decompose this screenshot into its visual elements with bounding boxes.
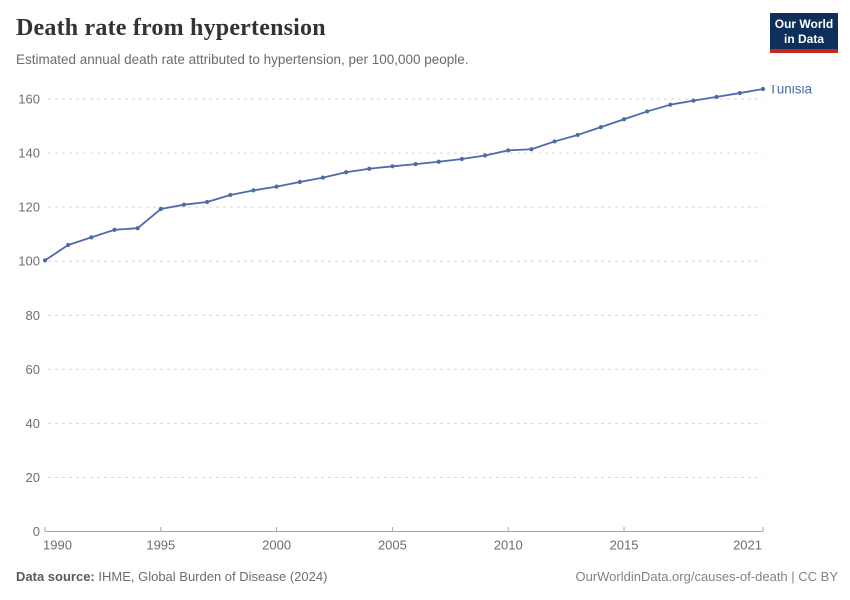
data-point [251,188,256,193]
data-point [459,156,465,162]
credit-link[interactable]: OurWorldinData.org/causes-of-death | CC … [575,569,838,584]
data-point [66,242,71,248]
y-tick-label: 20 [26,470,40,485]
data-point [42,258,48,263]
data-point [297,179,302,185]
owid-logo-line2: in Data [783,31,824,46]
x-tick-label: 2000 [262,538,291,553]
data-point [575,132,580,138]
data-point [552,139,557,144]
y-tick-label: 120 [18,200,40,215]
data-point [367,166,372,171]
y-tick-label: 100 [18,254,40,269]
data-source-value: IHME, Global Burden of Disease (2024) [94,569,328,584]
data-point [274,184,279,189]
owid-logo-line1: Our World [774,17,834,31]
y-tick-label: 0 [33,524,40,539]
data-point [506,148,511,153]
data-point [482,153,488,158]
data-point [668,102,673,107]
chart-subtitle: Estimated annual death rate attributed t… [16,52,469,67]
x-tick-label: 1990 [43,538,72,553]
data-point [760,86,766,92]
data-point [181,202,187,207]
y-tick-label: 40 [26,416,40,431]
data-source: Data source: IHME, Global Burden of Dise… [16,569,327,584]
data-point [645,109,650,114]
x-tick-label: 2015 [610,538,639,553]
page-title: Death rate from hypertension [16,15,326,41]
data-point [714,94,719,99]
data-point [436,159,441,164]
y-tick-label: 140 [18,146,40,161]
chart-footer: Data source: IHME, Global Burden of Dise… [16,569,838,584]
data-point [320,175,326,180]
y-tick-label: 160 [18,92,40,107]
data-point [413,162,418,167]
series-end-label: Tunisia [769,85,813,96]
data-point [135,226,140,231]
x-tick-label: 2005 [378,538,407,553]
data-point [529,147,534,152]
owid-logo: Our World in Data [770,13,838,53]
data-point [89,235,94,240]
data-point [621,117,627,122]
x-tick-label: 2021 [733,538,762,553]
x-tick-label: 2010 [494,538,523,553]
y-tick-label: 60 [26,362,40,377]
data-point [598,125,603,130]
y-tick-label: 80 [26,308,40,323]
data-point [390,164,395,169]
data-point [158,206,163,212]
x-tick-label: 1995 [146,538,175,553]
data-point [343,170,349,175]
data-point [228,192,233,198]
trend-line [44,88,764,262]
data-source-label: Data source: [16,569,95,584]
data-point [112,227,117,232]
line-chart: 0 20 40 60 80 100 120 140 160 1990 1995 2000 2005 201… [18,85,813,553]
data-point [737,90,742,96]
data-point [205,199,210,205]
data-point [691,98,696,103]
